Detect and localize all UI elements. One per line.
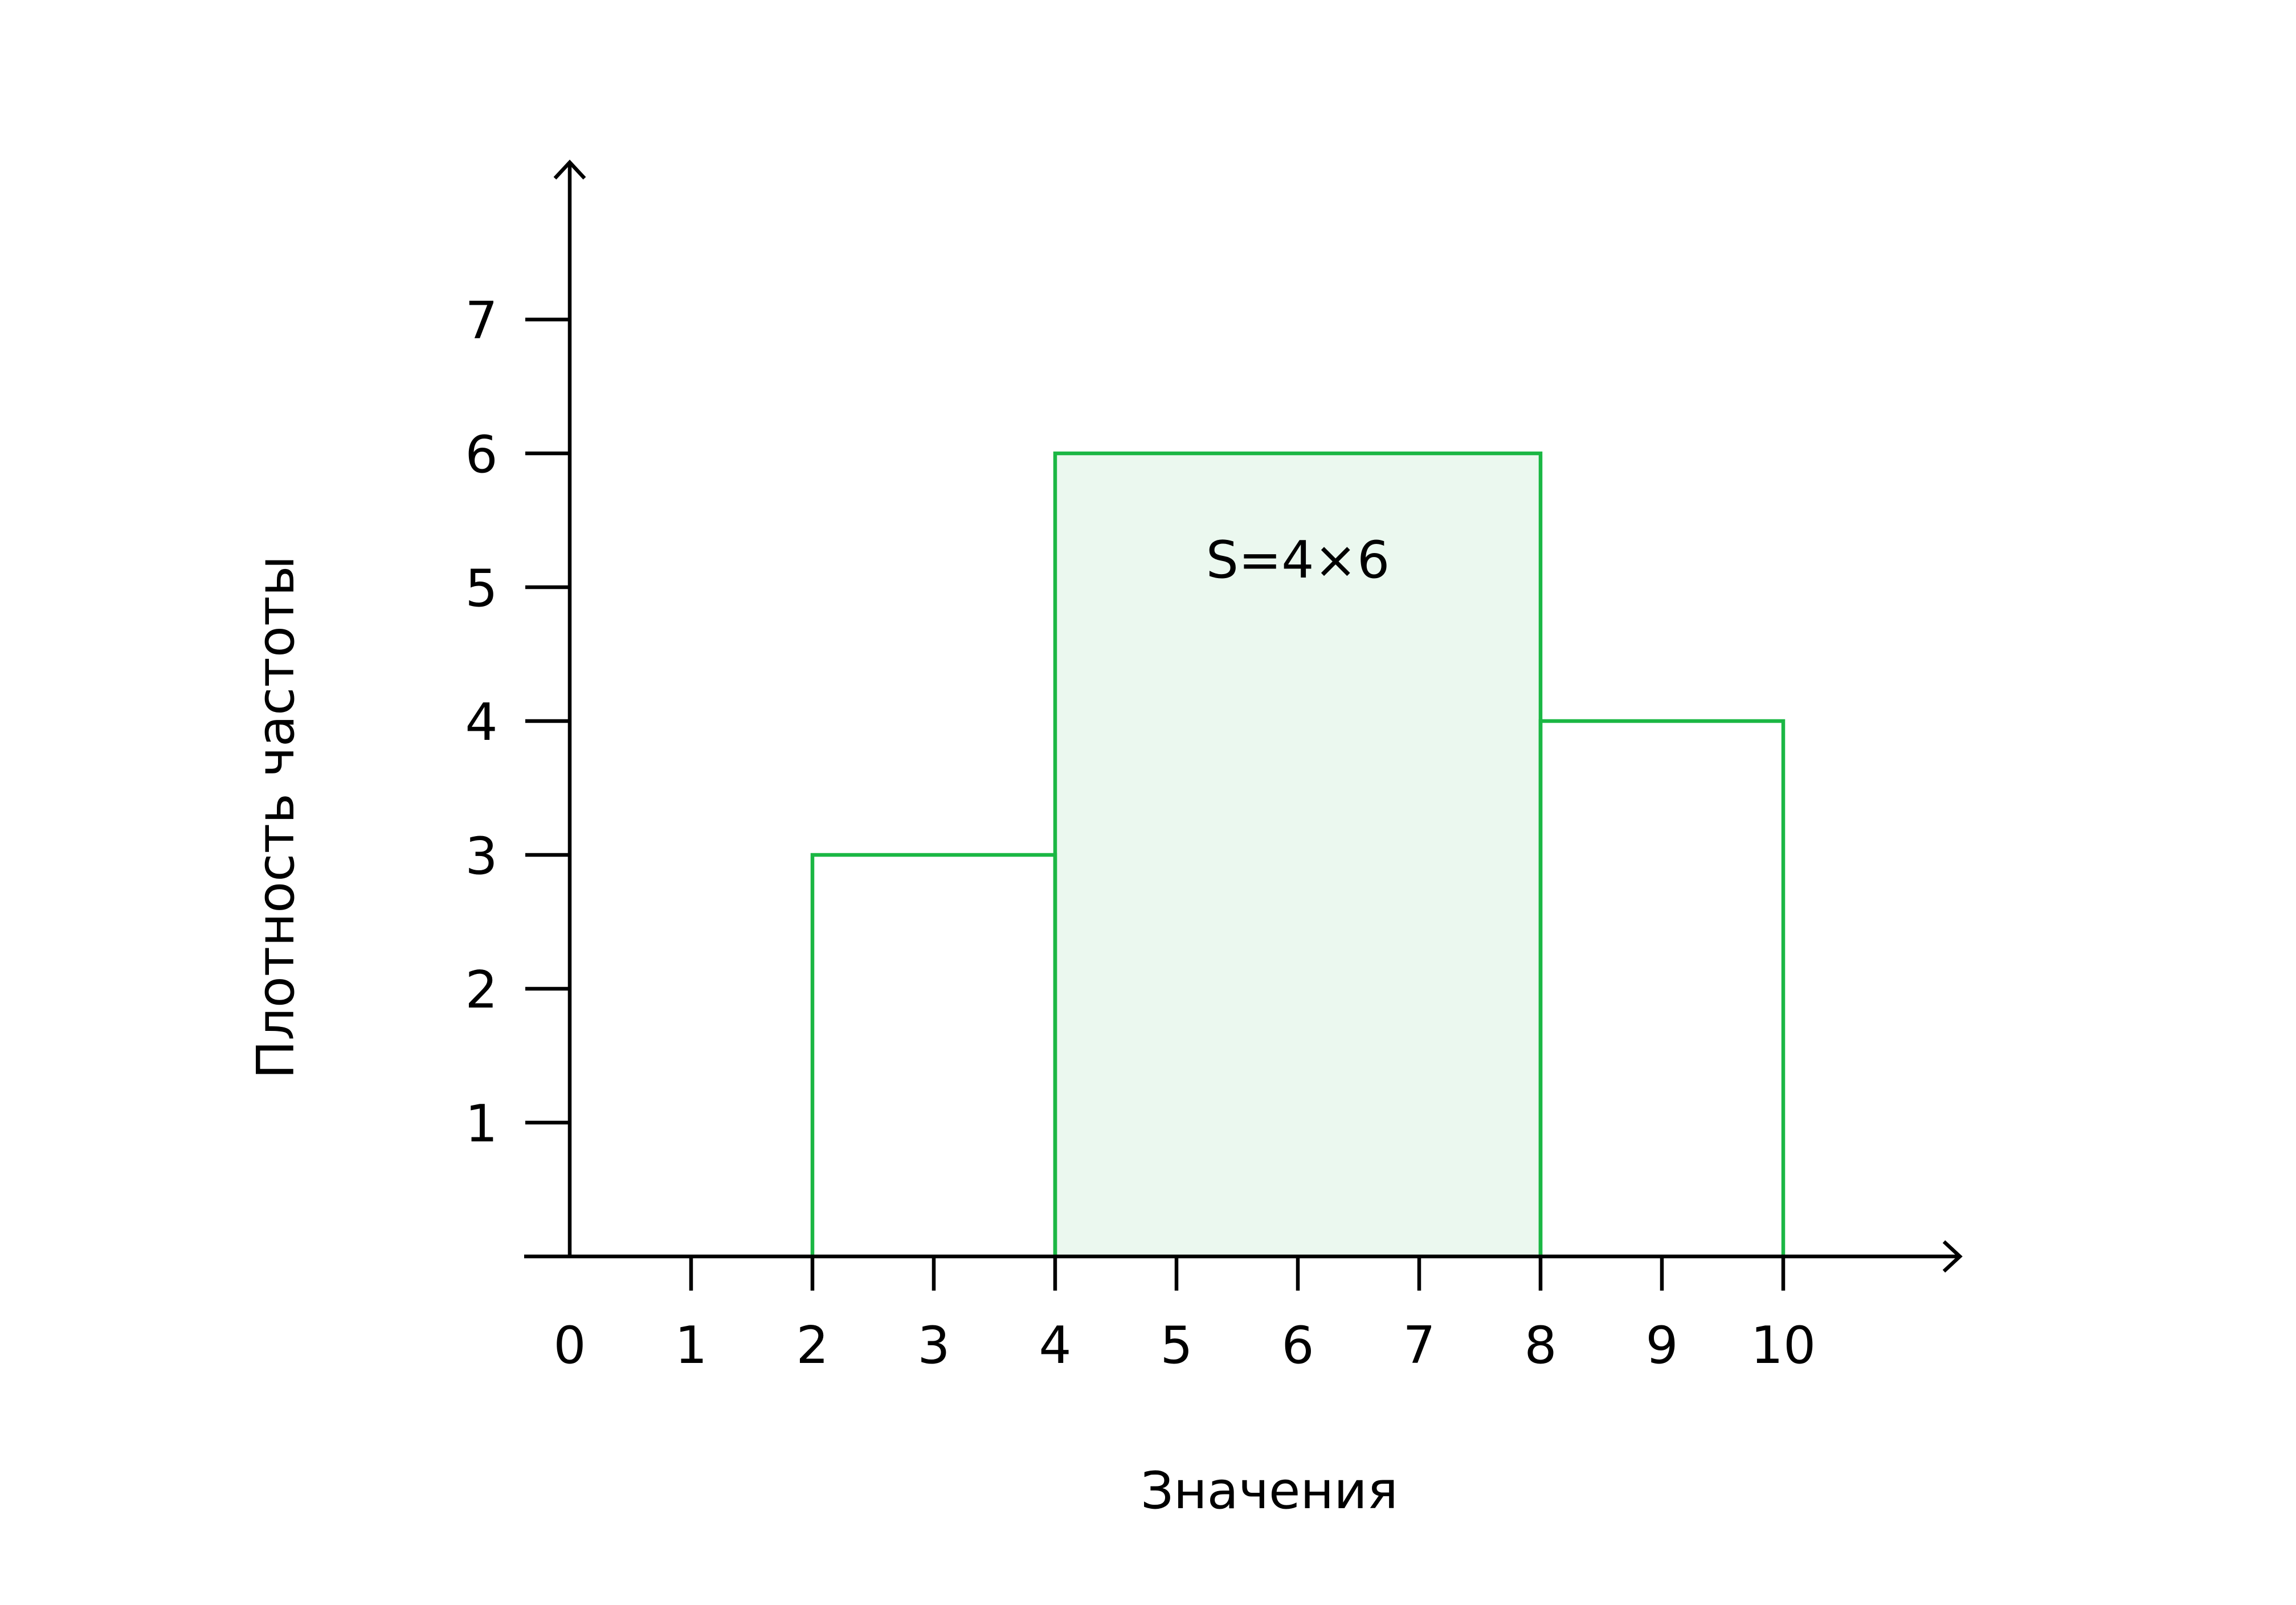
x-tick-label-10: 10 xyxy=(1751,1316,1816,1375)
area-annotation: S=4×6 xyxy=(1206,530,1390,590)
x-tick-label-0: 0 xyxy=(553,1316,586,1375)
ticks-layer: 0 1 2 3 4 5 6 7 8 9 10 1 2 3 4 5 6 7 xyxy=(465,291,1816,1375)
y-axis-arrow-icon xyxy=(553,159,586,180)
x-axis-title: Значения xyxy=(1141,1461,1398,1521)
histogram-bar-2 xyxy=(1538,719,1786,1256)
x-tick-label-6: 6 xyxy=(1281,1316,1314,1375)
histogram-bar-fill-0 xyxy=(812,855,1055,1256)
x-tick-label-9: 9 xyxy=(1645,1316,1678,1375)
axes-layer xyxy=(524,159,1963,1273)
x-tick-label-4: 4 xyxy=(1039,1316,1071,1375)
y-tick-label-5: 5 xyxy=(465,559,497,619)
y-axis-title: Плотность частоты xyxy=(246,556,306,1079)
y-tick-label-1: 1 xyxy=(465,1094,497,1154)
y-tick-label-3: 3 xyxy=(465,826,497,886)
y-tick-label-7: 7 xyxy=(465,291,497,351)
x-tick-label-8: 8 xyxy=(1524,1316,1556,1375)
histogram-bar-fill-2 xyxy=(1541,721,1783,1256)
x-axis-arrow-icon xyxy=(1942,1240,1963,1273)
y-tick-label-6: 6 xyxy=(465,425,497,485)
y-tick-label-2: 2 xyxy=(465,960,497,1020)
x-tick-label-1: 1 xyxy=(675,1316,707,1375)
x-tick-label-7: 7 xyxy=(1403,1316,1435,1375)
x-tick-label-2: 2 xyxy=(796,1316,828,1375)
x-tick-label-3: 3 xyxy=(917,1316,950,1375)
bars-layer xyxy=(810,451,1786,1256)
histogram-bar-fill-1 xyxy=(1055,453,1541,1256)
y-tick-label-4: 4 xyxy=(465,693,497,752)
x-tick-label-5: 5 xyxy=(1160,1316,1192,1375)
